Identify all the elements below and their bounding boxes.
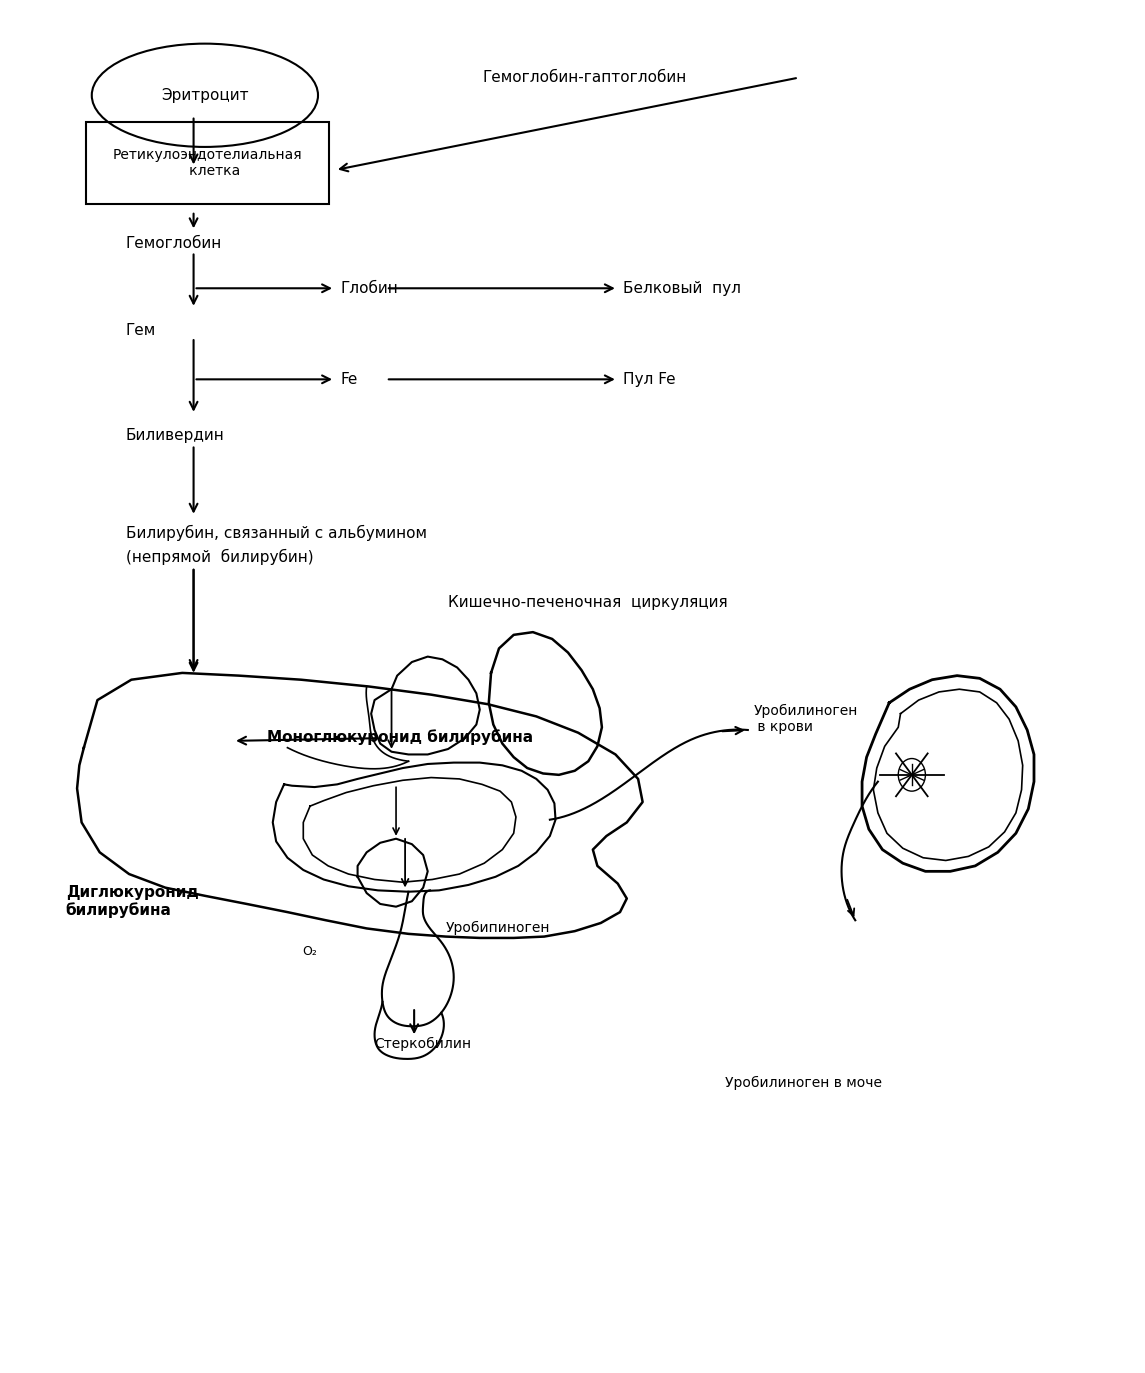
- Text: Гемоглобин-гаптоглобин: Гемоглобин-гаптоглобин: [482, 70, 686, 85]
- Text: Кишечно-печеночная  циркуляция: Кишечно-печеночная циркуляция: [448, 595, 728, 610]
- Text: Ретикулоэндотелиальная
   клетка: Ретикулоэндотелиальная клетка: [113, 148, 302, 178]
- Text: Гемоглобин: Гемоглобин: [126, 236, 222, 251]
- Text: Диглюкуронид
билирубина: Диглюкуронид билирубина: [65, 884, 198, 919]
- Text: Моноглюкуронид билирубина: Моноглюкуронид билирубина: [267, 729, 534, 744]
- Text: Уробипиноген: Уробипиноген: [445, 921, 551, 935]
- Text: Fe: Fe: [340, 372, 358, 387]
- Text: Биливердин: Биливердин: [126, 427, 224, 442]
- Text: (непрямой  билирубин): (непрямой билирубин): [126, 549, 314, 566]
- Text: Уробилиноген
 в крови: Уробилиноген в крови: [753, 704, 858, 735]
- Text: Гем: Гем: [126, 323, 156, 338]
- Text: Уробилиноген в моче: Уробилиноген в моче: [725, 1076, 882, 1090]
- Text: Глобин: Глобин: [340, 281, 398, 295]
- Text: Эритроцит: Эритроцит: [161, 88, 248, 103]
- Text: Стеркобилин: Стеркобилин: [374, 1037, 472, 1050]
- Text: Белковый  пул: Белковый пул: [623, 281, 742, 295]
- Text: Пул Fe: Пул Fe: [623, 372, 676, 387]
- Text: Билирубин, связанный с альбумином: Билирубин, связанный с альбумином: [126, 524, 427, 541]
- Text: O₂: O₂: [302, 945, 317, 958]
- Bar: [86, 122, 330, 205]
